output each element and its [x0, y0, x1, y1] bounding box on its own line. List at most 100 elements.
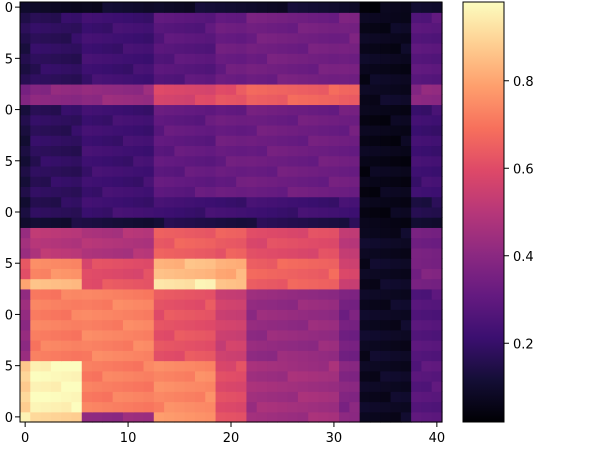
heatmap-cell	[256, 176, 268, 187]
heatmap-cell	[102, 73, 114, 85]
heatmap-cell	[277, 165, 289, 177]
heatmap-cell	[184, 401, 196, 413]
heatmap-cell	[359, 32, 371, 44]
heatmap-cell	[153, 145, 165, 157]
heatmap-cell	[267, 32, 278, 44]
heatmap-cell	[400, 268, 412, 280]
heatmap-cell	[61, 278, 73, 290]
heatmap-cell	[61, 135, 73, 147]
heatmap-cell	[359, 319, 371, 331]
heatmap-cell	[308, 217, 320, 228]
heatmap-cell	[308, 319, 320, 331]
heatmap-cell	[328, 319, 340, 331]
heatmap-cell	[205, 370, 217, 382]
heatmap-cell	[153, 2, 165, 13]
heatmap-cell	[194, 12, 206, 24]
heatmap-cell	[328, 329, 340, 341]
heatmap-cell	[102, 268, 114, 280]
heatmap-cell	[164, 104, 175, 116]
heatmap-cell	[143, 124, 155, 136]
heatmap-cell	[112, 53, 124, 65]
heatmap-cell	[431, 299, 443, 310]
heatmap-cell	[122, 340, 134, 351]
heatmap-cell	[400, 32, 412, 44]
heatmap-cell	[225, 217, 237, 228]
heatmap-cell	[256, 83, 268, 95]
heatmap-cell	[277, 42, 289, 54]
heatmap-cell	[143, 350, 155, 362]
heatmap-cell	[287, 227, 299, 239]
heatmap-cell	[50, 299, 62, 310]
heatmap-cell	[225, 401, 237, 413]
heatmap-cell	[328, 176, 340, 187]
heatmap-cell	[30, 288, 42, 300]
heatmap-cell	[267, 350, 278, 362]
heatmap-cell	[92, 227, 103, 239]
heatmap-cell	[339, 227, 350, 239]
heatmap-cell	[236, 145, 248, 157]
heatmap-cell	[246, 217, 258, 228]
heatmap-cell	[277, 73, 289, 85]
heatmap-cell	[236, 206, 248, 218]
heatmap-cell	[112, 42, 124, 54]
heatmap-cell	[369, 12, 381, 24]
heatmap-cell	[61, 217, 73, 228]
heatmap-cell	[215, 124, 227, 136]
heatmap-cell	[194, 258, 206, 269]
heatmap-cell	[61, 145, 73, 157]
heatmap-cell	[215, 299, 227, 310]
heatmap-cell	[174, 104, 186, 116]
heatmap-cell	[421, 94, 433, 106]
heatmap-cell	[380, 165, 392, 177]
heatmap-cell	[61, 319, 73, 331]
heatmap-cell	[50, 370, 62, 382]
heatmap-cell	[256, 94, 268, 106]
heatmap-cell	[225, 145, 237, 157]
heatmap-cell	[112, 63, 124, 75]
heatmap-cell	[411, 42, 423, 54]
heatmap-cell	[236, 268, 248, 280]
heatmap-cell	[390, 227, 402, 239]
heatmap-cell	[20, 237, 31, 249]
heatmap-cell	[20, 165, 31, 177]
heatmap-cell	[431, 42, 443, 54]
heatmap-cell	[81, 176, 93, 187]
heatmap-cell	[30, 12, 42, 24]
heatmap-cell	[61, 73, 73, 85]
heatmap-cell	[81, 288, 93, 300]
heatmap-cell	[328, 381, 340, 392]
heatmap-cell	[256, 360, 268, 372]
heatmap-cell	[318, 258, 330, 269]
y-tick-label: 0	[5, 1, 13, 16]
heatmap-cell	[184, 258, 196, 269]
heatmap-cell	[133, 370, 145, 382]
heatmap-cell	[390, 340, 402, 351]
heatmap-cell	[267, 340, 278, 351]
heatmap-cell	[380, 206, 392, 218]
heatmap-cell	[20, 53, 31, 65]
heatmap-cell	[369, 94, 381, 106]
heatmap-cell	[40, 186, 52, 198]
heatmap-cell	[112, 104, 124, 116]
heatmap-cell	[431, 145, 443, 157]
heatmap-cell	[205, 401, 217, 413]
heatmap-cell	[369, 319, 381, 331]
heatmap-cell	[50, 32, 62, 44]
heatmap-cell	[102, 12, 114, 24]
heatmap-cell	[71, 145, 83, 157]
heatmap-cell	[287, 278, 299, 290]
heatmap-cell	[297, 237, 309, 249]
heatmap-cell	[133, 83, 145, 95]
heatmap-cell	[112, 370, 124, 382]
heatmap-cell	[267, 12, 278, 24]
heatmap-cell	[421, 309, 433, 321]
heatmap-cell	[328, 340, 340, 351]
heatmap-cell	[277, 370, 289, 382]
heatmap-cell	[256, 370, 268, 382]
heatmap-cell	[359, 391, 371, 403]
heatmap-cell	[184, 42, 196, 54]
heatmap-cell	[71, 165, 83, 177]
heatmap-cell	[349, 145, 361, 157]
heatmap-cell	[246, 247, 258, 259]
heatmap-cell	[40, 217, 52, 228]
